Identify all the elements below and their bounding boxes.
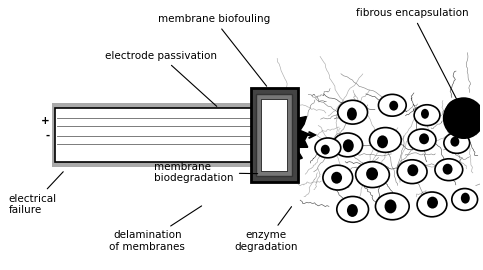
Ellipse shape bbox=[408, 129, 436, 151]
Ellipse shape bbox=[398, 160, 427, 184]
Ellipse shape bbox=[461, 193, 470, 204]
Text: +: + bbox=[41, 116, 49, 126]
Ellipse shape bbox=[347, 107, 357, 120]
Ellipse shape bbox=[315, 138, 341, 158]
Ellipse shape bbox=[355, 162, 389, 188]
Ellipse shape bbox=[427, 197, 438, 208]
Bar bbox=[52, 103, 270, 167]
Ellipse shape bbox=[453, 107, 461, 117]
Ellipse shape bbox=[417, 192, 447, 217]
Ellipse shape bbox=[343, 139, 354, 152]
Ellipse shape bbox=[442, 164, 453, 175]
Text: enzyme
degradation: enzyme degradation bbox=[235, 207, 298, 252]
Ellipse shape bbox=[435, 159, 463, 181]
Ellipse shape bbox=[337, 197, 369, 222]
Ellipse shape bbox=[366, 167, 378, 180]
Ellipse shape bbox=[347, 204, 358, 217]
Ellipse shape bbox=[451, 137, 459, 147]
Ellipse shape bbox=[444, 133, 469, 153]
Ellipse shape bbox=[338, 100, 368, 124]
Ellipse shape bbox=[321, 145, 330, 155]
Ellipse shape bbox=[377, 135, 388, 148]
Text: membrane biofouling: membrane biofouling bbox=[158, 14, 270, 86]
Text: delamination
of membranes: delamination of membranes bbox=[110, 206, 201, 252]
Circle shape bbox=[444, 98, 483, 138]
Ellipse shape bbox=[414, 105, 440, 126]
Bar bbox=[55, 108, 267, 162]
Text: -: - bbox=[45, 131, 49, 141]
Ellipse shape bbox=[452, 188, 478, 210]
Bar bbox=[261, 99, 287, 171]
Ellipse shape bbox=[375, 193, 409, 220]
Ellipse shape bbox=[331, 172, 342, 184]
Text: membrane
biodegradation: membrane biodegradation bbox=[155, 162, 257, 184]
Bar bbox=[256, 94, 292, 176]
Text: electrode passivation: electrode passivation bbox=[105, 51, 217, 106]
Ellipse shape bbox=[421, 109, 429, 119]
Text: electrical
failure: electrical failure bbox=[9, 172, 63, 215]
Ellipse shape bbox=[407, 164, 418, 176]
Ellipse shape bbox=[447, 99, 473, 121]
Bar bbox=[251, 88, 298, 182]
Ellipse shape bbox=[384, 200, 397, 213]
Ellipse shape bbox=[333, 133, 363, 157]
Polygon shape bbox=[240, 103, 311, 175]
Text: fibrous encapsulation: fibrous encapsulation bbox=[356, 8, 469, 101]
Ellipse shape bbox=[379, 94, 406, 116]
Ellipse shape bbox=[389, 101, 398, 111]
Ellipse shape bbox=[369, 127, 401, 152]
Ellipse shape bbox=[323, 165, 353, 190]
Ellipse shape bbox=[419, 133, 429, 144]
